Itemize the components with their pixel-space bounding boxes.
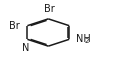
Text: Br: Br [44, 4, 54, 14]
Text: Br: Br [9, 21, 19, 31]
Text: N: N [22, 43, 29, 53]
Text: NH: NH [75, 34, 90, 44]
Text: 2: 2 [84, 38, 88, 44]
